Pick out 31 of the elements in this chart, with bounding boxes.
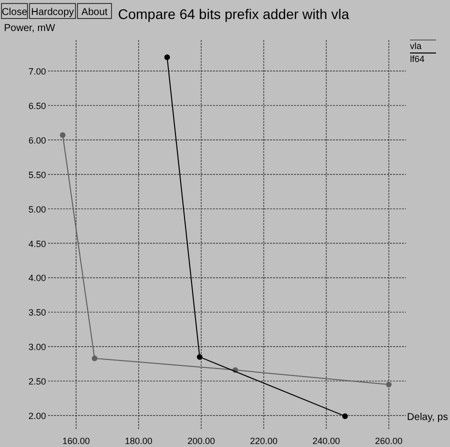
y-tick-label: 6.00 <box>28 135 46 146</box>
y-axis-title: Power, mW <box>4 23 56 34</box>
x-tick-label: 180.00 <box>124 436 152 446</box>
x-tick-label: 200.00 <box>187 436 215 446</box>
y-tick-label: 3.50 <box>28 308 46 318</box>
text: Hardcopy <box>31 7 74 18</box>
point <box>164 54 170 60</box>
x-tick-label: 260.00 <box>375 436 403 446</box>
x-tick-label: 240.00 <box>312 436 340 446</box>
chart-title: Compare 64 bits prefix adder with vla <box>118 6 350 22</box>
y-tick-label: 4.50 <box>28 238 46 249</box>
y-tick-label: 5.50 <box>28 170 46 180</box>
point <box>92 356 98 362</box>
y-tick-label: 6.50 <box>28 100 46 111</box>
legend-label: lf64 <box>410 54 425 64</box>
text: About <box>81 7 108 18</box>
y-tick-label: 5.00 <box>28 204 46 214</box>
y-tick-label: 4.00 <box>28 273 46 284</box>
y-tick-label: 2.00 <box>28 411 46 422</box>
x-axis-title: Delay, ps <box>407 412 448 423</box>
text: Close <box>2 7 28 18</box>
point <box>196 354 202 360</box>
x-tick-label: 220.00 <box>250 436 278 446</box>
x-tick-label: 160.00 <box>62 436 90 446</box>
point <box>60 132 66 138</box>
point <box>386 382 392 388</box>
y-tick-label: 3.00 <box>28 342 46 352</box>
legend-label: vla <box>410 41 422 51</box>
y-tick-label: 2.50 <box>28 376 46 387</box>
point <box>342 413 348 420</box>
y-tick-label: 7.00 <box>28 66 46 77</box>
